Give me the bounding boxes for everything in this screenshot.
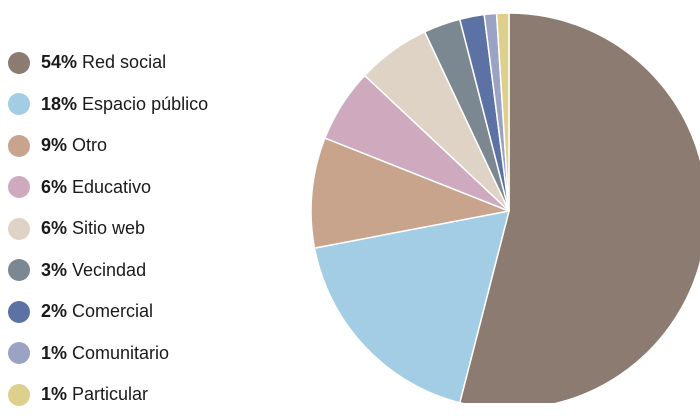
pie-slice-particular (495, 12, 510, 212)
legend-item-red-social: 54% Red social (8, 42, 268, 84)
legend-percent: 2% (41, 301, 68, 322)
legend-label: Sitio web (72, 218, 146, 239)
legend-item-sitio-web: 6% Sitio web (8, 208, 268, 250)
chart-legend: 54% Red social 18% Espacio público 9% Ot… (8, 42, 268, 416)
legend-item-espacio-publico: 18% Espacio público (8, 84, 268, 126)
legend-item-particular: 1% Particular (8, 374, 268, 416)
legend-label: Vecindad (72, 259, 147, 280)
legend-label: Comunitario (72, 342, 170, 363)
legend-percent: 1% (41, 384, 68, 405)
legend-item-otro: 9% Otro (8, 125, 268, 167)
legend-label: Educativo (72, 176, 152, 197)
legend-percent: 54% (41, 52, 78, 73)
legend-percent: 6% (41, 218, 68, 239)
legend-swatch (8, 217, 30, 240)
pie-slice-otro (310, 137, 510, 249)
legend-percent: 1% (41, 342, 68, 363)
legend-swatch (8, 383, 30, 406)
legend-swatch (8, 51, 30, 74)
legend-item-comunitario: 1% Comunitario (8, 333, 268, 375)
legend-label: Comercial (72, 301, 154, 322)
legend-percent: 18% (41, 93, 78, 114)
legend-swatch (8, 93, 30, 116)
legend-swatch (8, 259, 30, 282)
legend-item-comercial: 2% Comercial (8, 291, 268, 333)
pie-slice-red-social (459, 12, 700, 403)
legend-label: Red social (82, 52, 167, 73)
legend-swatch (8, 134, 30, 157)
legend-label: Espacio público (82, 93, 209, 114)
legend-item-educativo: 6% Educativo (8, 167, 268, 209)
legend-swatch (8, 342, 30, 365)
legend-percent: 3% (41, 259, 68, 280)
legend-swatch (8, 176, 30, 199)
legend-swatch (8, 300, 30, 323)
legend-percent: 9% (41, 135, 68, 156)
pie-slice-espacio-público (313, 210, 510, 403)
legend-label: Particular (72, 384, 149, 405)
legend-percent: 6% (41, 176, 68, 197)
pie-chart (310, 12, 700, 403)
legend-item-vecindad: 3% Vecindad (8, 250, 268, 292)
legend-label: Otro (72, 135, 108, 156)
